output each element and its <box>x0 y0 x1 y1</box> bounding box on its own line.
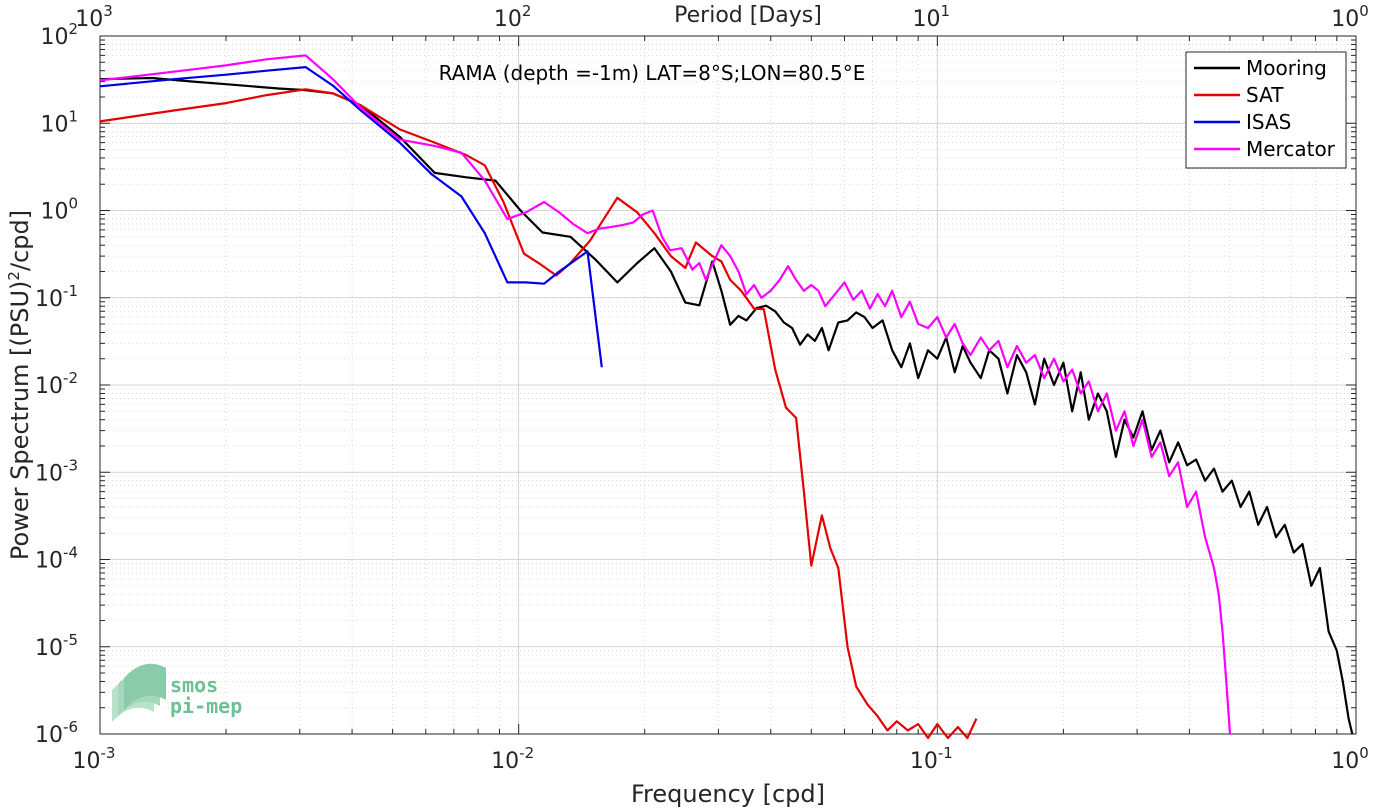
y-tick-label: 10-5 <box>35 631 78 661</box>
top-axis-title: Period [Days] <box>674 3 822 28</box>
series-line-isas <box>99 66 603 368</box>
x-tick-label: 10-3 <box>73 744 116 774</box>
y-tick-label: 102 <box>40 20 78 50</box>
top-tick-label: 102 <box>494 2 532 32</box>
grid <box>99 35 1357 735</box>
y-tick-label: 100 <box>40 195 78 225</box>
legend-label-isas: ISAS <box>1246 110 1291 134</box>
chart-annotation: RAMA (depth =-1m) LAT=8°S;LON=80.5°E <box>439 61 866 85</box>
logo-waves-icon <box>112 663 166 722</box>
y-tick-label: 10-6 <box>35 718 78 748</box>
legend: Mooring SAT ISAS Mercator <box>1185 51 1347 169</box>
y-tick-label: 10-2 <box>35 369 78 399</box>
series <box>99 54 1354 740</box>
top-tick-label: 103 <box>75 2 113 32</box>
legend-label-sat: SAT <box>1246 83 1284 107</box>
x-axis-title: Frequency [cpd] <box>631 780 825 808</box>
legend-label-mooring: Mooring <box>1246 56 1327 80</box>
series-line-mercator <box>99 54 1232 735</box>
x-tick-label: 100 <box>1331 744 1369 774</box>
series-line-sat <box>99 88 978 740</box>
y-tick-label: 10-1 <box>35 282 78 312</box>
y-tick-label: 101 <box>40 107 78 137</box>
top-tick-label: 101 <box>913 2 951 32</box>
y-axis-title: Power Spectrum [(PSU)2/cpd] <box>5 210 34 560</box>
logo-text-line1: smos <box>170 673 218 697</box>
top-tick-label: 100 <box>1331 2 1369 32</box>
y-tick-label: 10-3 <box>35 456 78 486</box>
y-tick-label: 10-4 <box>35 544 78 574</box>
x-tick-label: 10-2 <box>491 744 534 774</box>
x-tick-label: 10-1 <box>910 744 953 774</box>
series-line-mooring <box>99 76 1354 735</box>
smos-pi-mep-logo: smos pi-mep <box>112 663 242 722</box>
logo-text-line2: pi-mep <box>170 694 242 718</box>
legend-label-mercator: Mercator <box>1246 137 1336 161</box>
